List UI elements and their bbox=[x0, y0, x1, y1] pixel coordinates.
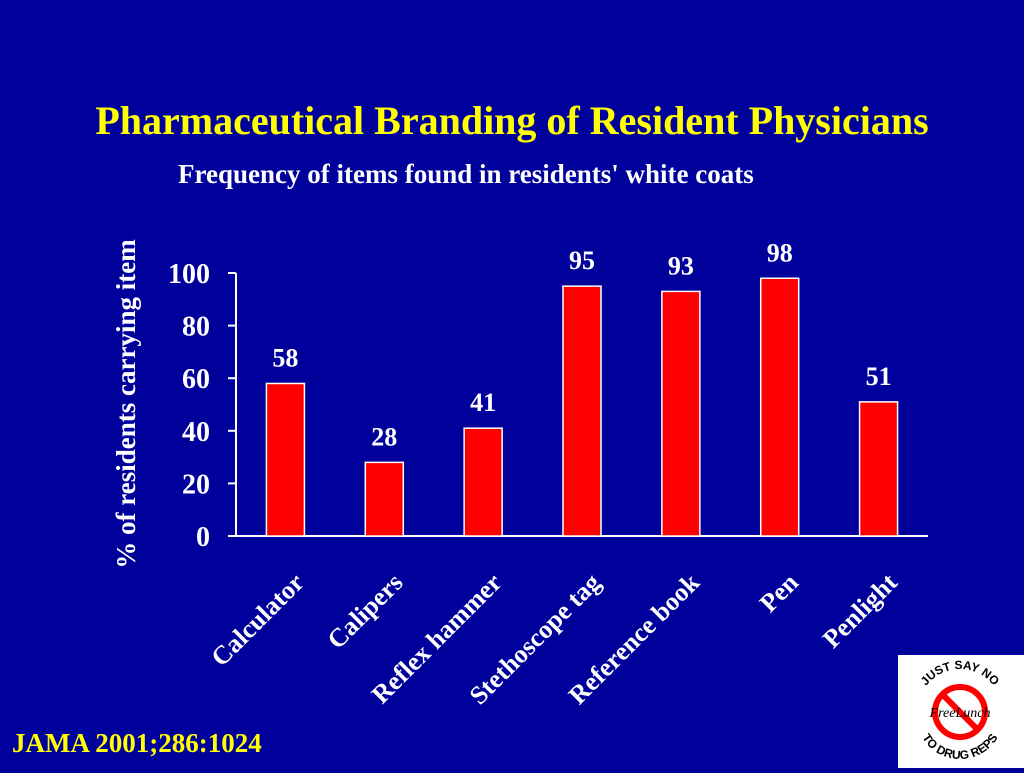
x-category-label: Calculator bbox=[205, 568, 309, 672]
x-category-label: Calipers bbox=[322, 568, 409, 655]
bar-value-label: 93 bbox=[668, 251, 694, 280]
bar bbox=[759, 277, 800, 537]
x-category-label: Penlight bbox=[817, 567, 903, 653]
svg-text:JUST SAY NO: JUST SAY NO bbox=[918, 658, 1003, 688]
no-symbol-icon: FreeLunch JUST SAY NO TO DRUG REPS bbox=[918, 658, 1003, 762]
slide-title: Pharmaceutical Branding of Resident Phys… bbox=[95, 98, 929, 143]
just-say-no-badge: FreeLunch JUST SAY NO TO DRUG REPS bbox=[898, 655, 1024, 768]
bar bbox=[562, 285, 602, 537]
bar-value-label: 51 bbox=[866, 362, 892, 391]
y-tick-label: 80 bbox=[182, 312, 210, 343]
x-category-label: Pen bbox=[754, 567, 805, 618]
bar-value-label: 41 bbox=[470, 388, 496, 417]
y-tick-label: 100 bbox=[168, 259, 210, 290]
y-tick-label: 20 bbox=[182, 469, 210, 500]
bar bbox=[463, 427, 503, 537]
bar-value-label: 28 bbox=[371, 422, 397, 451]
y-tick-label: 60 bbox=[182, 364, 210, 395]
y-axis-title: % of residents carrying item bbox=[111, 239, 141, 569]
bar bbox=[265, 382, 306, 537]
chart-subtitle: Frequency of items found in residents' w… bbox=[178, 159, 754, 189]
badge-center-text: FreeLunch bbox=[929, 706, 991, 721]
y-tick-label: 0 bbox=[196, 522, 210, 553]
badge-top-text: JUST SAY NO bbox=[918, 658, 1003, 688]
bar-value-label: 95 bbox=[569, 246, 595, 275]
bar-value-label: 98 bbox=[767, 238, 793, 267]
citation: JAMA 2001;286:1024 bbox=[12, 728, 262, 758]
bar bbox=[661, 290, 701, 537]
bar bbox=[858, 401, 899, 537]
bar bbox=[364, 461, 405, 537]
y-tick-label: 40 bbox=[182, 417, 210, 448]
bar-value-label: 58 bbox=[272, 343, 298, 372]
